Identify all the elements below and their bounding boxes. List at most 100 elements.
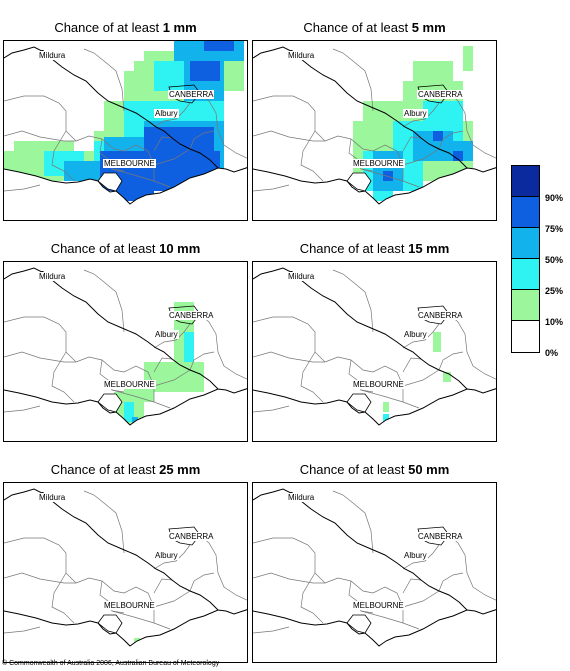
panel-title: Chance of at least 10 mm [50,241,201,256]
state-border [4,46,219,169]
ocean-area [4,167,247,220]
ocean-area [253,609,496,662]
district-boundary [153,544,191,570]
rain-cell [124,402,134,422]
district-boundary [111,610,171,630]
district-boundary [332,490,374,554]
district-boundary [4,405,41,413]
probability-legend: 90% 75% 50% 25% 10% 0% [511,165,570,365]
melbourne-label: MELBOURNE [352,380,405,389]
map-frame: Mildura CANBERRA Albury MELBOURNE [3,40,248,221]
district-boundary [253,537,326,584]
district-boundary [4,130,76,142]
ocean-area [4,609,247,662]
mildura-label: Mildura [38,272,67,281]
district-boundary [324,356,374,373]
legend-swatch-0-10 [512,321,539,352]
coastline [253,167,496,205]
melbourne-label: MELBOURNE [103,380,156,389]
rain-cell [224,61,244,91]
district-boundary [123,586,155,623]
state-border [253,267,468,390]
map-panel-10mm: Chance of at least 10 mm Mildura CANBERR… [3,241,248,442]
rain-cell [443,372,451,382]
district-boundary [360,610,420,630]
map-panel-15mm: Chance of at least 15 mm Mildura CANBERR… [252,241,497,442]
panel-title: Chance of at least 1 mm [54,20,197,35]
district-boundary [402,357,422,373]
district-boundary [438,130,464,150]
district-boundary [402,136,422,152]
district-boundary [111,389,171,409]
melbourne-label: MELBOURNE [103,159,156,168]
canberra-label: CANBERRA [417,90,464,99]
district-boundary [189,351,215,371]
district-boundary [300,572,324,624]
port-phillip-bay [346,614,372,634]
district-boundary [4,184,41,192]
district-boundary [4,572,76,584]
legend-label-50: 50% [545,255,564,265]
district-boundary [153,136,173,152]
district-boundary [324,577,374,594]
district-boundary [402,544,440,570]
district-boundary [153,148,191,166]
district-boundary [300,351,324,403]
ocean-area [253,167,496,220]
port-phillip-bay [97,393,123,413]
district-boundary [153,578,173,594]
albury-label: Albury [403,330,428,339]
panel-title: Chance of at least 5 mm [303,20,446,35]
district-boundary [360,389,420,409]
rain-cell [14,141,74,153]
map-frame: Mildura CANBERRA Albury MELBOURNE [3,482,248,663]
district-boundary [438,351,464,371]
mildura-label: Mildura [287,51,316,60]
canberra-label: CANBERRA [168,311,215,320]
rain-cell [184,332,194,362]
panel-title: Chance of at least 50 mm [299,462,450,477]
district-boundary [438,572,464,592]
district-boundary [199,92,247,159]
district-boundary [123,144,155,181]
district-boundary [448,92,496,159]
rain-cell [383,171,393,181]
port-phillip-bay [346,172,372,192]
panel-title: Chance of at least 25 mm [50,462,201,477]
district-boundary [111,168,171,188]
mildura-label: Mildura [287,272,316,281]
albury-label: Albury [403,551,428,560]
map-panel-5mm: Chance of at least 5 mm Mildura CANBERRA… [252,20,497,221]
district-boundary [372,365,404,402]
melbourne-label: MELBOURNE [103,601,156,610]
district-boundary [83,48,125,112]
map-frame: Mildura CANBERRA Albury MELBOURNE [252,482,497,663]
state-border [253,488,468,611]
district-boundary [372,144,404,181]
rain-cell [423,101,463,121]
map-panel-1mm: Chance of at least 1 mm Mildura CANBERRA… [3,20,248,221]
legend-swatch-25-50 [512,259,539,290]
legend-label-10: 10% [545,317,564,327]
district-boundary [75,356,125,373]
district-boundary [360,168,420,188]
district-boundary [372,586,404,623]
port-phillip-bay [346,393,372,413]
district-boundary [4,537,77,584]
legend-label-90: 90% [545,193,564,203]
rain-cell [204,41,234,51]
ocean-area [253,388,496,441]
district-boundary [4,626,41,634]
rainfall-map [253,267,496,441]
district-boundary [189,572,215,592]
district-boundary [253,405,290,413]
rain-cell [94,131,144,141]
canberra-label: CANBERRA [168,90,215,99]
district-boundary [253,130,325,142]
district-boundary [402,590,440,608]
district-boundary [153,323,191,349]
albury-label: Albury [154,109,179,118]
rainfall-map [4,267,247,441]
district-boundary [153,369,191,387]
port-phillip-bay [97,614,123,634]
